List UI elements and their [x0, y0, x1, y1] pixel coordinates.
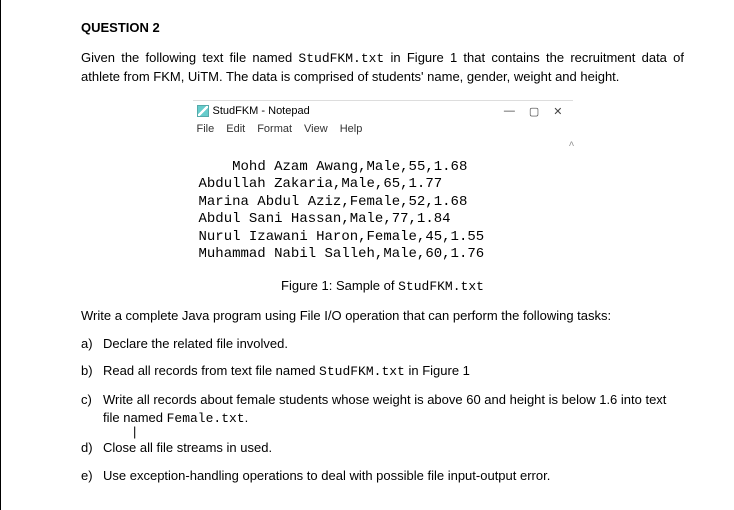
item-text: in Figure 1	[405, 363, 470, 378]
item-text: Close all file streams in used.	[103, 440, 272, 455]
file-line: Nurul Izawani Haron,Female,45,1.55	[199, 229, 485, 245]
menu-file[interactable]: File	[197, 123, 215, 135]
file-line: Abdul Sani Hassan,Male,77,1.84	[199, 211, 451, 227]
file-line: Mohd Azam Awang,Male,55,1.68	[232, 159, 467, 175]
menu-format[interactable]: Format	[257, 123, 292, 135]
item-text: Read all records from text file named	[103, 363, 319, 378]
item-text: .	[245, 410, 249, 425]
menu-view[interactable]: View	[304, 123, 328, 135]
caption-text: Figure 1: Sample of	[281, 278, 398, 293]
figure-caption: Figure 1: Sample of StudFKM.txt	[81, 278, 684, 294]
item-c: c) Write all records about female studen…	[81, 391, 684, 429]
minimize-icon[interactable]: —	[504, 105, 515, 118]
item-e: e) Use exception-handling operations to …	[81, 467, 684, 485]
task-paragraph: Write a complete Java program using File…	[81, 308, 684, 323]
item-label: d)	[81, 439, 93, 457]
item-label: a)	[81, 335, 93, 353]
item-b: b) Read all records from text file named…	[81, 362, 684, 381]
notepad-content: ^ Mohd Azam Awang,Male,55,1.68 Abdullah Z…	[193, 139, 573, 270]
notepad-icon	[197, 105, 209, 117]
task-list: a) Declare the related file involved. b)…	[81, 335, 684, 484]
caption-code: StudFKM.txt	[398, 279, 484, 294]
notepad-titlebar: StudFKM - Notepad — ▢ ✕	[193, 101, 573, 121]
item-label: b)	[81, 362, 93, 380]
item-code: Female.txt	[167, 411, 245, 426]
file-line: Marina Abdul Aziz,Female,52,1.68	[199, 194, 468, 210]
notepad-window: StudFKM - Notepad — ▢ ✕ File Edit Format…	[193, 100, 573, 270]
notepad-menubar: File Edit Format View Help	[193, 121, 573, 139]
question-heading: QUESTION 2	[81, 20, 684, 35]
text-cursor	[103, 427, 684, 429]
notepad-title-text: StudFKM - Notepad	[213, 105, 310, 117]
intro-code: StudFKM.txt	[298, 51, 384, 66]
item-a: a) Declare the related file involved.	[81, 335, 684, 353]
file-line: Muhammad Nabil Salleh,Male,60,1.76	[199, 246, 485, 262]
scroll-up-icon[interactable]: ^	[568, 141, 574, 154]
menu-edit[interactable]: Edit	[226, 123, 245, 135]
item-label: e)	[81, 467, 93, 485]
menu-help[interactable]: Help	[340, 123, 363, 135]
item-text: Use exception-handling operations to dea…	[103, 468, 550, 483]
item-d: d) Close all file streams in used.	[81, 439, 684, 457]
maximize-icon[interactable]: ▢	[529, 105, 539, 118]
item-label: c)	[81, 391, 92, 409]
item-code: StudFKM.txt	[319, 364, 405, 379]
item-text: Declare the related file involved.	[103, 336, 288, 351]
file-line: Abdullah Zakaria,Male,65,1.77	[199, 176, 443, 192]
close-icon[interactable]: ✕	[553, 105, 562, 118]
intro-paragraph: Given the following text file named Stud…	[81, 49, 684, 86]
intro-text-1: Given the following text file named	[81, 50, 298, 65]
